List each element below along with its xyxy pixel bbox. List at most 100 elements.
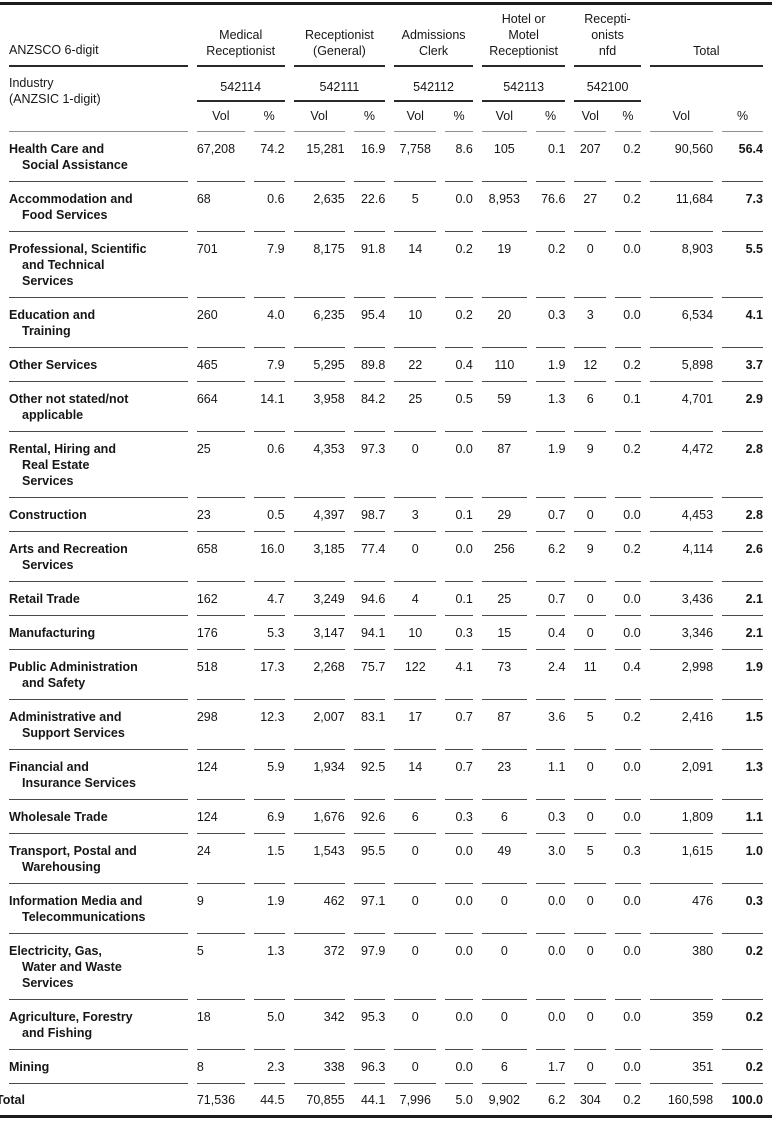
value-cell: 56.4	[722, 132, 763, 182]
value-cell: 5	[394, 182, 437, 232]
value-cell: 84.2	[353, 382, 386, 432]
industry-label: Construction	[9, 498, 188, 532]
value-cell: 6.9	[253, 800, 285, 834]
industry-label: Other not stated/not applicable	[9, 382, 188, 432]
table-row: Other not stated/not applicable 664 14.1 3,…	[9, 382, 763, 432]
value-cell: 1,676	[293, 800, 345, 834]
value-cell: 0.0	[535, 934, 566, 1000]
table-total-row: Total 71,536 44.5 70,855 44.1 7,996 5.0 9,902 6.…	[0, 1084, 763, 1115]
value-cell: 16.0	[253, 532, 285, 582]
value-cell: 0	[481, 884, 527, 934]
value-cell: 2,007	[293, 700, 345, 750]
value-cell: 3,346	[649, 616, 714, 650]
industry-label: Information Media and Telecommunications	[9, 884, 188, 934]
header-row-measures: Vol % Vol % Vol % Vol % Vol % Vol %	[9, 102, 763, 132]
value-cell: 124	[196, 750, 245, 800]
value-cell: 6.2	[535, 532, 566, 582]
value-cell: 0	[574, 232, 607, 298]
value-cell: 15	[481, 616, 527, 650]
value-cell: 0	[574, 1000, 607, 1050]
value-cell: 1.9	[253, 884, 285, 934]
value-cell: 44.5	[260, 1093, 285, 1107]
industry-label: Mining	[9, 1050, 188, 1084]
value-cell: 0	[394, 1050, 437, 1084]
industry-label: Health Care and Social Assistance	[9, 132, 188, 182]
vol-header: Vol	[481, 102, 527, 132]
value-cell: 9	[574, 432, 607, 498]
value-cell: 0.2	[615, 348, 641, 382]
table-row: Information Media and Telecommunications…	[9, 884, 763, 934]
table-row: Construction 23 0.5 4,397 98.7 3 0.1 29 0.7 0 0.0 4…	[9, 498, 763, 532]
table-row: Financial and Insurance Services 124 5.9 1,…	[9, 750, 763, 800]
value-cell: 0.0	[535, 1000, 566, 1050]
value-cell: 7.9	[253, 348, 285, 382]
value-cell: 89.8	[353, 348, 386, 382]
value-cell: 6,235	[293, 298, 345, 348]
value-cell: 1,934	[293, 750, 345, 800]
value-cell: 0.0	[535, 884, 566, 934]
value-cell: 0.0	[445, 532, 473, 582]
value-cell: 0.0	[445, 934, 473, 1000]
value-cell: 0.3	[615, 834, 641, 884]
value-cell: 74.2	[253, 132, 285, 182]
value-cell: 3,958	[293, 382, 345, 432]
value-cell: 70,855	[306, 1093, 345, 1107]
value-cell: 0.0	[615, 884, 641, 934]
table-row: Mining 8 2.3 338 96.3 0 0.0 6 1.7 0 0.0 351 0.2	[9, 1050, 763, 1084]
industry-label: Wholesale Trade	[9, 800, 188, 834]
value-cell: 2.6	[722, 532, 763, 582]
value-cell: 0.0	[615, 616, 641, 650]
value-cell: 7.3	[722, 182, 763, 232]
value-cell: 0.2	[722, 1050, 763, 1084]
table-header: ANZSCO 6-digit Medical Receptionist Rece…	[9, 5, 763, 132]
value-cell: 0.0	[615, 1000, 641, 1050]
value-cell: 10	[394, 616, 437, 650]
table-row: Arts and Recreation Services 658 16.0 3,185…	[9, 532, 763, 582]
value-cell: 98.7	[353, 498, 386, 532]
value-cell: 1.3	[535, 382, 566, 432]
value-cell: 0.0	[445, 1000, 473, 1050]
value-cell: 0.4	[445, 348, 473, 382]
value-cell: 0.4	[615, 650, 641, 700]
code-542113: 542113	[481, 67, 566, 102]
value-cell: 0.0	[445, 834, 473, 884]
pct-header: %	[535, 102, 566, 132]
industry-label: Retail Trade	[9, 582, 188, 616]
value-cell: 462	[293, 884, 345, 934]
value-cell: 16.9	[353, 132, 386, 182]
value-cell: 8,953	[481, 182, 527, 232]
value-cell: 68	[196, 182, 245, 232]
value-cell: 0.7	[535, 498, 566, 532]
value-cell: 0.1	[535, 132, 566, 182]
table-row: Retail Trade 162 4.7 3,249 94.6 4 0.1 25 0.7 0 0.0…	[9, 582, 763, 616]
value-cell: 15,281	[293, 132, 345, 182]
occupation-industry-table: ANZSCO 6-digit Medical Receptionist Rece…	[0, 5, 772, 1115]
value-cell: 1.1	[722, 800, 763, 834]
value-cell: 0	[394, 532, 437, 582]
table-row: Wholesale Trade 124 6.9 1,676 92.6 6 0.3 6 0.3 0 0…	[9, 800, 763, 834]
value-cell: 0	[394, 934, 437, 1000]
value-cell: 4,453	[649, 498, 714, 532]
value-cell: 124	[196, 800, 245, 834]
value-cell: 22.6	[353, 182, 386, 232]
code-542114: 542114	[196, 67, 285, 102]
table-row: Health Care and Social Assistance 67,208 7…	[9, 132, 763, 182]
table-row: Accommodation and Food Services 68 0.6 2,63…	[9, 182, 763, 232]
value-cell: 2,416	[649, 700, 714, 750]
value-cell: 20	[481, 298, 527, 348]
table-row: Manufacturing 176 5.3 3,147 94.1 10 0.3 15 0.4 0 0…	[9, 616, 763, 650]
value-cell: 0.0	[615, 750, 641, 800]
pct-header: %	[445, 102, 473, 132]
value-cell: 17.3	[253, 650, 285, 700]
code-542111: 542111	[293, 67, 386, 102]
value-cell: 0.1	[445, 498, 473, 532]
pct-header: %	[615, 102, 641, 132]
value-cell: 77.4	[353, 532, 386, 582]
value-cell: 0.7	[445, 750, 473, 800]
vol-header: Vol	[394, 102, 437, 132]
value-cell: 0.2	[722, 1000, 763, 1050]
value-cell: 701	[196, 232, 245, 298]
value-cell: 3,147	[293, 616, 345, 650]
value-cell: 95.5	[353, 834, 386, 884]
value-cell: 90,560	[649, 132, 714, 182]
